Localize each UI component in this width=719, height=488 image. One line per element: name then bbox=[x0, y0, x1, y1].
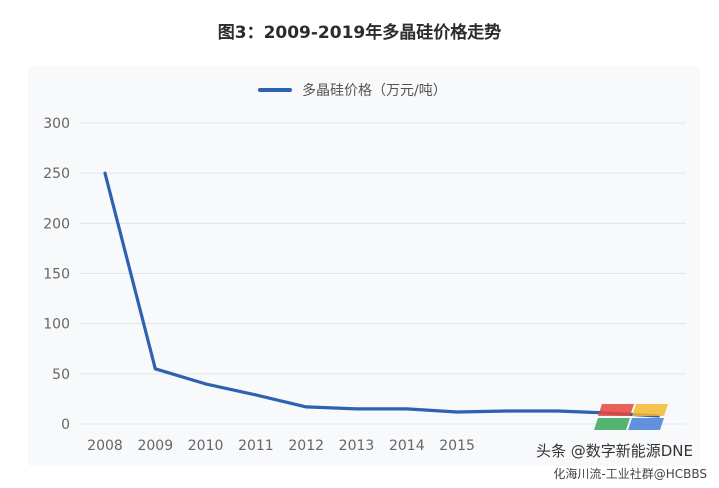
legend: 多晶硅价格（万元/吨） bbox=[258, 80, 447, 100]
x-tick-label: 2012 bbox=[288, 438, 324, 454]
data-point bbox=[304, 405, 308, 409]
y-tick-label: 50 bbox=[52, 367, 70, 383]
y-tick-label: 300 bbox=[43, 116, 70, 132]
y-tick-label: 0 bbox=[61, 417, 70, 433]
y-tick-label: 150 bbox=[43, 267, 70, 283]
data-point bbox=[355, 407, 358, 411]
x-tick-label: 2008 bbox=[87, 438, 123, 454]
data-point bbox=[506, 409, 509, 413]
x-tick-label: 2014 bbox=[389, 438, 425, 454]
y-tick-label: 250 bbox=[43, 166, 70, 182]
data-point bbox=[556, 409, 560, 413]
legend-label: 多晶硅价格（万元/吨） bbox=[302, 83, 447, 99]
data-point bbox=[153, 367, 157, 371]
data-point bbox=[103, 171, 107, 175]
data-point bbox=[455, 410, 459, 414]
y-tick-label: 100 bbox=[43, 317, 70, 333]
x-tick-label: 2011 bbox=[238, 438, 274, 454]
watermark-text: 头条 @数字新能源DNE bbox=[535, 442, 693, 460]
x-tick-label: 2010 bbox=[188, 438, 224, 454]
x-tick-label: 2013 bbox=[339, 438, 375, 454]
watermark-logo-icon bbox=[594, 404, 668, 430]
legend-swatch bbox=[258, 88, 292, 92]
data-point bbox=[204, 382, 208, 386]
data-point bbox=[405, 407, 409, 411]
chart-title: 图3：2009-2019年多晶硅价格走势 bbox=[217, 23, 502, 43]
x-tick-label: 2009 bbox=[137, 438, 173, 454]
chart-panel bbox=[28, 66, 700, 466]
y-tick-label: 200 bbox=[43, 216, 70, 232]
data-point bbox=[254, 393, 258, 397]
watermark-subtext: 化海川流-工业社群@HCBBS bbox=[553, 467, 707, 481]
x-tick-label: 2015 bbox=[439, 438, 475, 454]
series-line bbox=[103, 171, 660, 418]
